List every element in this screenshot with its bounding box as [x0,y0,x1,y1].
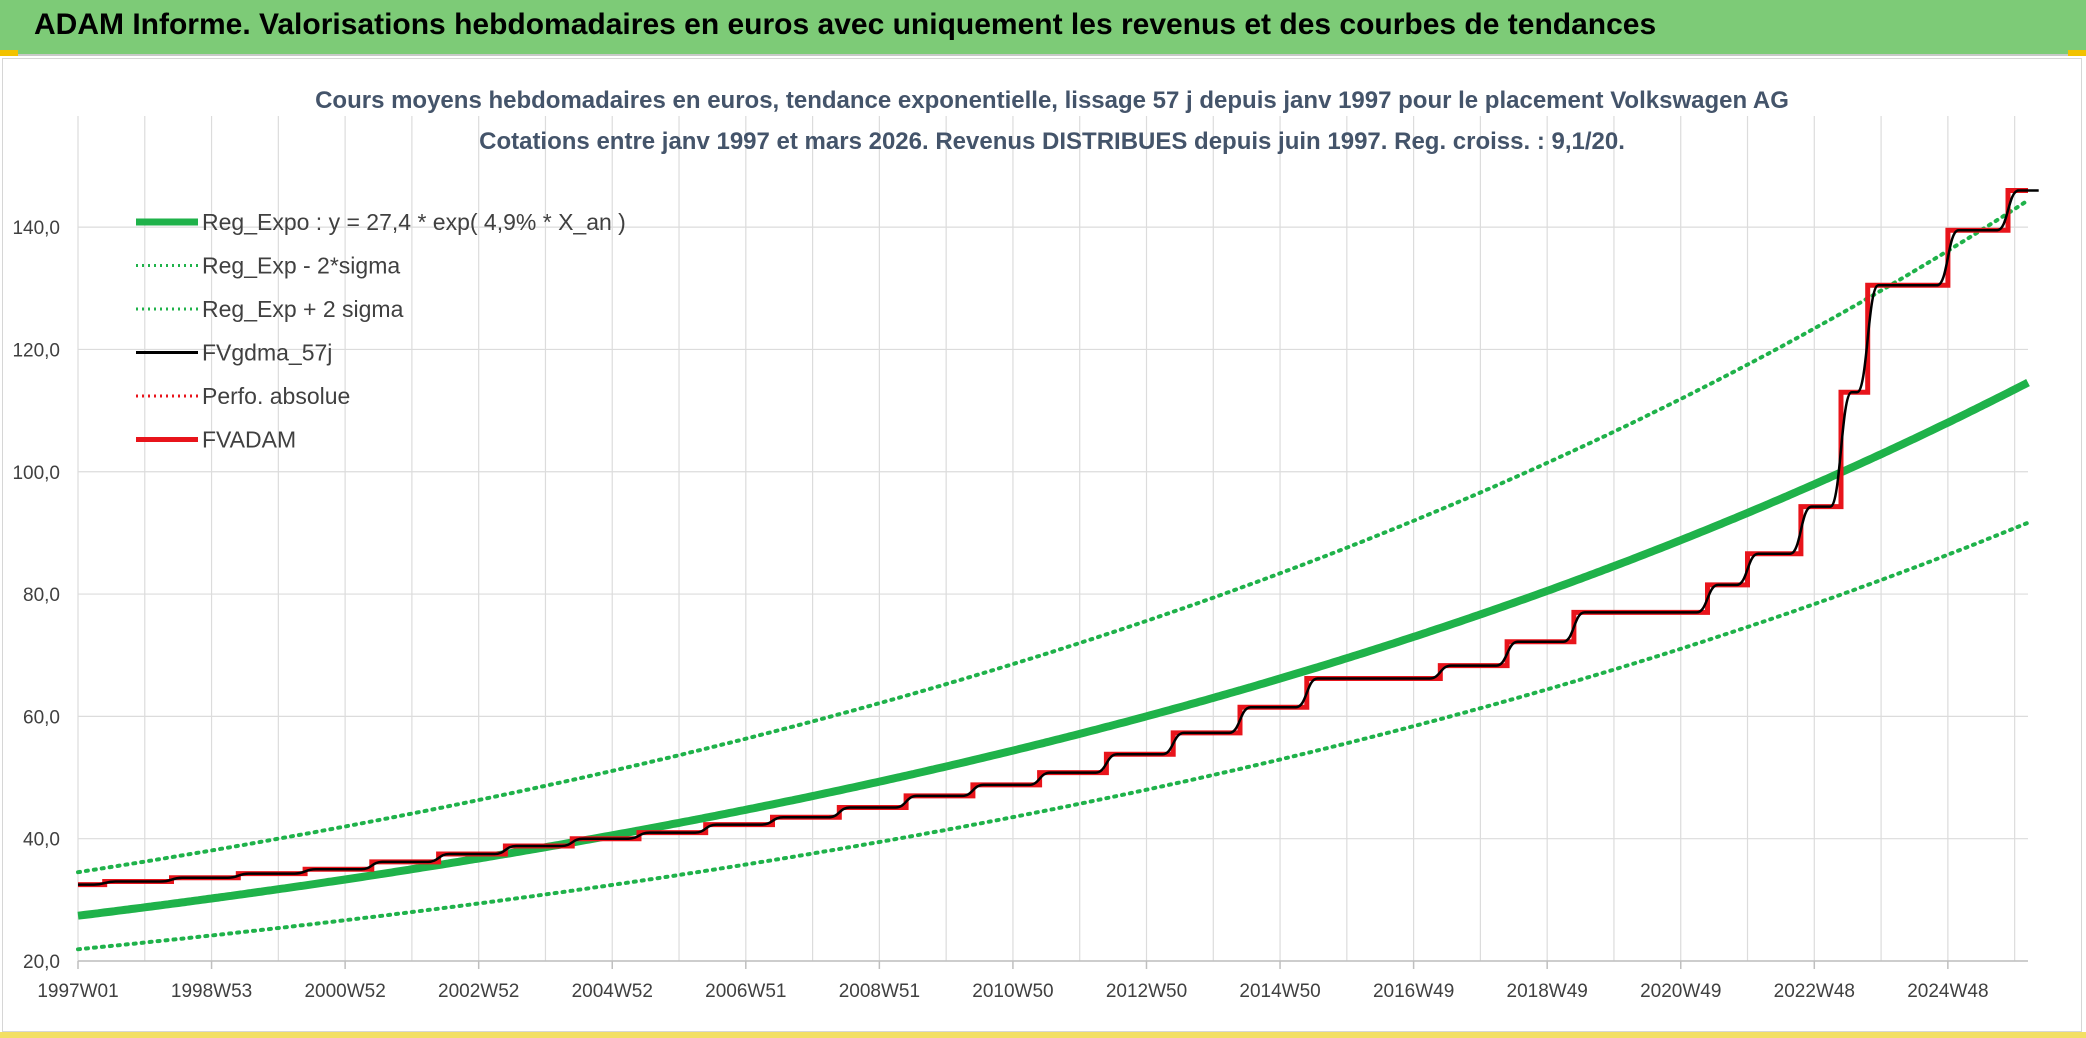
chart-frame [2,58,2082,1032]
series-fvadam [78,188,2028,888]
series [76,188,2039,952]
y-tick-label: 80,0 [23,585,60,606]
y-tick-label: 100,0 [12,463,60,484]
legend-label: Perfo. absolue [202,383,350,409]
x-tick-label: 2022W48 [1774,981,1855,1002]
x-tick-label: 2018W49 [1507,981,1588,1002]
y-tick-label: 120,0 [12,340,60,361]
grid-lines [77,116,2028,962]
legend: Reg_Expo : y = 27,4 * exp( 4,9% * X_an )… [136,209,626,453]
x-tick-label: 2002W52 [438,981,519,1002]
bottom-strip [0,1032,2086,1038]
x-tick-label: 2012W50 [1106,981,1187,1002]
x-tick-label: 2010W50 [972,981,1053,1002]
legend-label: FVADAM [202,427,296,453]
legend-label: Reg_Exp - 2*sigma [202,253,400,279]
report-title: ADAM Informe. Valorisations hebdomadaire… [34,8,1657,41]
y-tick-label: 20,0 [23,952,60,973]
series-reg-exp-upper [76,198,2030,875]
legend-label: FVgdma_57j [202,340,332,366]
x-tick-label: 2006W51 [705,981,786,1002]
series-reg-exp-lower [76,520,2030,952]
x-tick-label: 2020W49 [1640,981,1721,1002]
x-tick-label: 1997W01 [37,981,118,1002]
axes: 20,0 40,0 60,0 80,0 100,0 120,0 140,0 1997W01 19… [12,218,2028,1002]
x-tick-label: 2024W48 [1907,981,1988,1002]
series-fvgdma-57j [78,189,2039,886]
y-tick-label: 40,0 [23,830,60,851]
x-tick-label: 2008W51 [839,981,920,1002]
y-tick-label: 140,0 [12,218,60,239]
legend-label: Reg_Exp + 2 sigma [202,296,404,322]
x-tick-label: 2016W49 [1373,981,1454,1002]
corner-accent-left [0,50,18,56]
x-tick-label: 2000W52 [304,981,385,1002]
legend-label: Reg_Expo : y = 27,4 * exp( 4,9% * X_an ) [202,209,626,235]
corner-accent-right [2068,50,2086,56]
chart-title: Cours moyens hebdomadaires en euros, ten… [315,87,1789,114]
y-tick-label: 60,0 [23,707,60,728]
series-reg-expo [77,379,2030,920]
report-banner: ADAM Informe. Valorisations hebdomadaire… [0,0,2086,56]
x-tick-label: 1998W53 [171,981,252,1002]
chart-subtitle: Cotations entre janv 1997 et mars 2026. … [479,128,1625,155]
x-tick-label: 2014W50 [1239,981,1320,1002]
x-tick-label: 2004W52 [572,981,653,1002]
